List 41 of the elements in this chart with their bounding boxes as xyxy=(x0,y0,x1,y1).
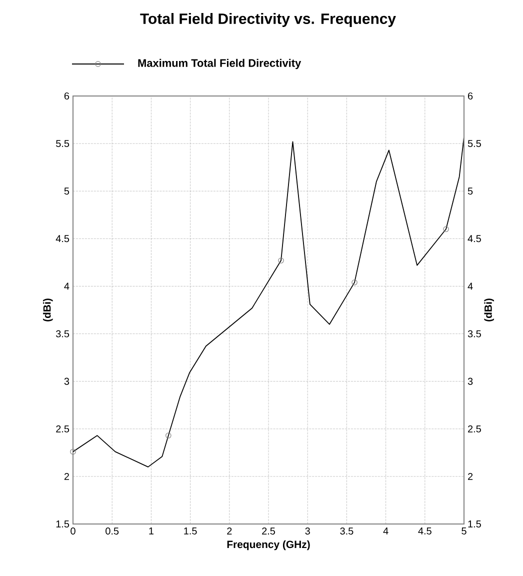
y2-tick-label: 1.5 xyxy=(468,520,481,528)
chart-title: Total Field Directivity vs. Frequency xyxy=(140,13,396,27)
x-tick-label: 4 xyxy=(383,528,388,534)
x-tick-label: 4.5 xyxy=(418,528,432,534)
x-tick-label: 5 xyxy=(462,528,466,534)
y2-tick-label: 4 xyxy=(468,282,473,290)
point xyxy=(278,258,284,264)
y-tick-label: 6 xyxy=(64,92,70,100)
y2-tick-label: 3.5 xyxy=(468,330,481,338)
y-axis-title: (dBi) xyxy=(43,298,53,322)
y2-tick-label: 5.5 xyxy=(468,140,481,148)
y-tick-label: 3.5 xyxy=(56,330,70,338)
y2-tick-label: 6 xyxy=(468,92,473,100)
y-tick-label: 5 xyxy=(64,188,70,195)
x-tick-label: 2.5 xyxy=(262,528,276,535)
x-tick-label: 3 xyxy=(305,528,310,535)
x-tick-label: 0.5 xyxy=(106,528,119,535)
y-tick-label: 4 xyxy=(64,282,70,290)
legend-label: Maximum Total Field Directivity xyxy=(138,58,302,70)
y-tick-label: 5.5 xyxy=(56,140,70,148)
y-tick-label: 3 xyxy=(64,378,70,385)
y-tick-label: 2 xyxy=(64,472,69,480)
y2-tick-label: 5 xyxy=(468,188,473,195)
y-tick-label: 1.5 xyxy=(56,520,70,528)
y2-axis-title: (dBi) xyxy=(484,298,494,322)
point xyxy=(70,448,76,455)
y-tick-label: 4.5 xyxy=(56,235,70,242)
x-tick-label: 3.5 xyxy=(340,528,354,535)
y2-tick-label: 2.5 xyxy=(468,425,481,432)
y2-tick-label: 2 xyxy=(468,472,473,480)
point xyxy=(352,280,358,286)
x-tick-label: 1.5 xyxy=(184,528,197,534)
point xyxy=(166,432,172,438)
x-tick-label: 0 xyxy=(70,528,76,535)
y2-tick-label: 4.5 xyxy=(468,235,481,242)
point xyxy=(443,226,449,232)
x-axis-title: Frequency (GHz) xyxy=(227,540,310,550)
x-tick-label: 2 xyxy=(227,528,232,534)
y2-tick-label: 3 xyxy=(468,378,473,385)
x-tick-label: 1 xyxy=(149,528,154,534)
y-tick-label: 2.5 xyxy=(56,425,70,432)
